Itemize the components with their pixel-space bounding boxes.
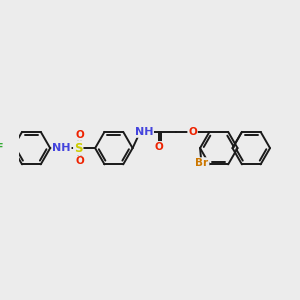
- Text: O: O: [76, 130, 85, 140]
- Text: Br: Br: [195, 158, 208, 168]
- Text: S: S: [74, 142, 82, 154]
- Text: NH: NH: [135, 127, 153, 137]
- Text: NH: NH: [52, 143, 70, 153]
- Text: O: O: [76, 156, 85, 166]
- Text: F: F: [0, 143, 3, 153]
- Text: O: O: [154, 142, 163, 152]
- Text: O: O: [188, 127, 197, 137]
